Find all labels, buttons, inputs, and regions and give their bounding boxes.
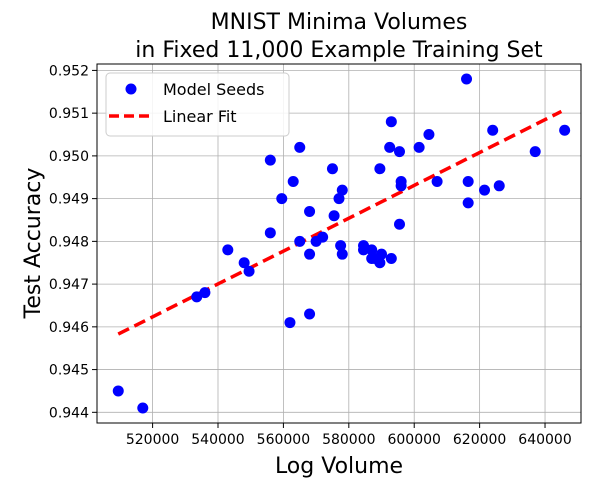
data-point — [336, 248, 348, 260]
data-point — [413, 141, 425, 153]
linear-fit-layer — [117, 109, 563, 336]
linear-fit-line — [117, 109, 563, 336]
data-point — [431, 176, 443, 188]
data-point — [358, 244, 370, 256]
y-tick-label: 0.946 — [49, 320, 89, 336]
data-point — [374, 163, 386, 175]
legend-label-linear-fit: Linear Fit — [163, 107, 237, 126]
data-point — [264, 227, 276, 239]
chart-title-line-1: MNIST Minima Volumes — [211, 10, 468, 35]
data-point — [304, 308, 316, 320]
data-point — [284, 317, 296, 329]
data-point — [304, 205, 316, 217]
data-point — [479, 184, 491, 196]
data-point — [394, 218, 405, 230]
data-point — [335, 240, 347, 252]
data-point — [112, 385, 124, 397]
y-tick-label: 0.951 — [49, 106, 89, 122]
data-point — [462, 176, 474, 188]
x-axis-label: Log Volume — [275, 454, 403, 479]
data-point — [238, 257, 250, 269]
legend-marker-model-seeds — [125, 83, 137, 95]
data-point — [191, 291, 203, 303]
data-point — [336, 184, 348, 196]
data-point — [374, 257, 386, 269]
data-point — [137, 402, 149, 414]
data-point — [529, 146, 541, 158]
data-points — [112, 73, 571, 414]
data-point — [487, 124, 499, 136]
legend-label-model-seeds: Model Seeds — [163, 80, 264, 99]
y-tick-label: 0.947 — [49, 277, 89, 293]
data-point — [462, 197, 474, 209]
y-tick-label: 0.949 — [49, 192, 89, 208]
data-point — [493, 180, 505, 192]
data-point — [385, 252, 397, 264]
data-point — [199, 287, 211, 299]
data-point — [395, 180, 407, 192]
x-tick-label: 560000 — [257, 432, 310, 448]
data-point — [384, 141, 396, 153]
data-point — [294, 141, 306, 153]
legend: Model Seeds Linear Fit — [105, 72, 290, 137]
x-tick-label: 540000 — [191, 432, 244, 448]
data-point — [243, 265, 255, 277]
axis-ticks: 520000 540000 560000 580000 600000 620000 6400… — [49, 63, 572, 448]
data-point — [394, 146, 405, 158]
legend-box — [105, 72, 290, 137]
data-point — [559, 124, 571, 136]
y-tick-label: 0.952 — [49, 63, 89, 79]
data-point — [222, 244, 234, 256]
data-point — [294, 235, 306, 247]
data-point — [328, 210, 340, 222]
y-axis-label: Test Accuracy — [21, 168, 46, 320]
data-point — [385, 116, 397, 128]
data-point — [366, 244, 378, 256]
y-tick-label: 0.948 — [49, 234, 89, 250]
data-point — [423, 129, 435, 141]
data-point — [326, 163, 338, 175]
data-point — [264, 154, 276, 166]
data-point — [317, 231, 329, 243]
chart-title-line-2: in Fixed 11,000 Example Training Set — [135, 38, 543, 63]
x-tick-label: 640000 — [518, 432, 571, 448]
x-tick-label: 600000 — [387, 432, 440, 448]
y-tick-label: 0.945 — [49, 363, 89, 379]
chart-title: MNIST Minima Volumes in Fixed 11,000 Exa… — [135, 10, 543, 63]
x-tick-label: 520000 — [126, 432, 179, 448]
plot-area-frame — [96, 63, 582, 424]
data-point — [333, 193, 345, 205]
x-tick-label: 580000 — [322, 432, 375, 448]
data-point — [276, 193, 288, 205]
y-tick-label: 0.944 — [49, 405, 89, 421]
data-point — [287, 176, 299, 188]
data-point — [304, 248, 316, 260]
y-tick-label: 0.950 — [49, 149, 89, 165]
data-point — [376, 248, 388, 260]
data-point — [461, 73, 473, 85]
x-tick-label: 620000 — [453, 432, 506, 448]
